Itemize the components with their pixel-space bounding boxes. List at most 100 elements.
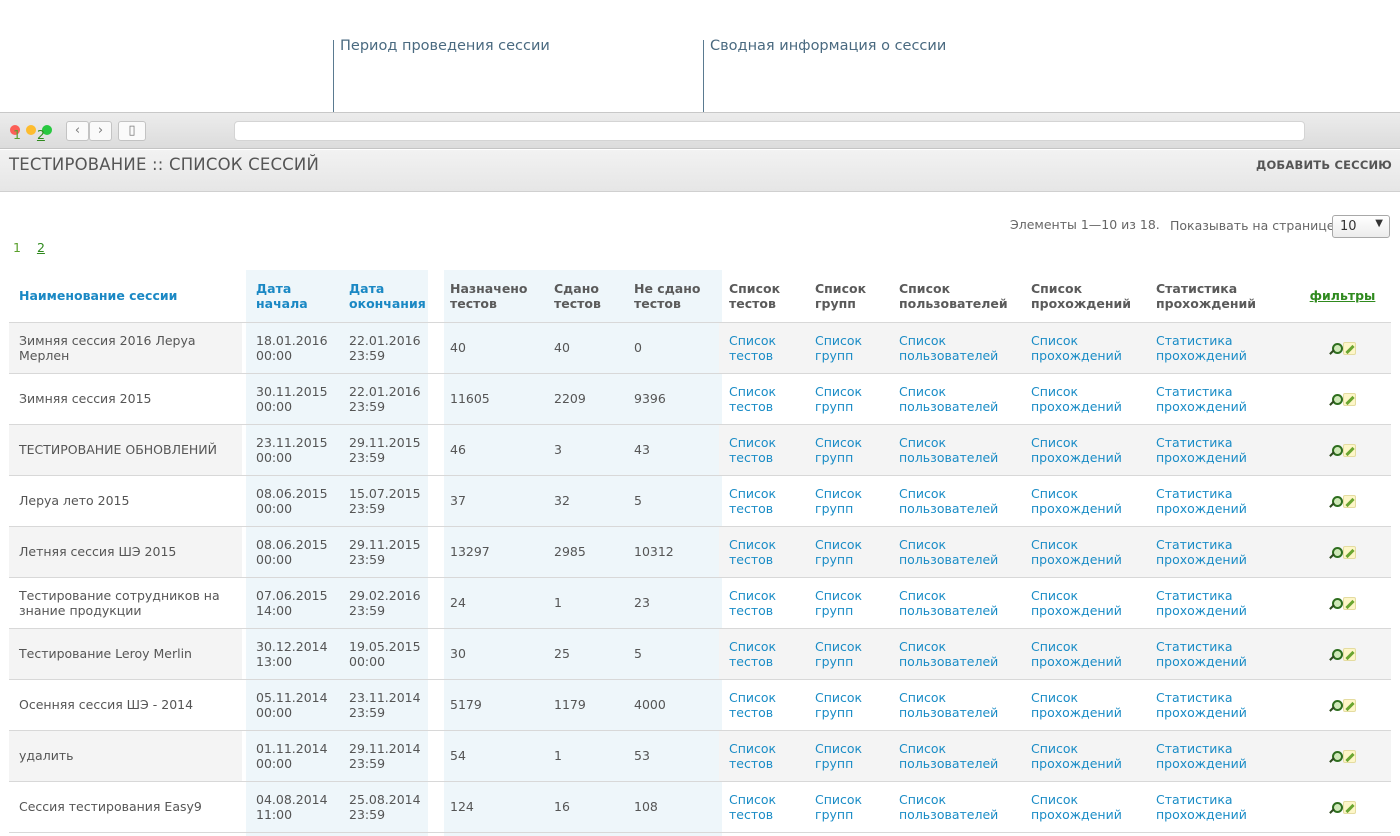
edit-icon[interactable] (1343, 495, 1356, 508)
users-link[interactable]: Список пользователей (889, 424, 1021, 476)
search-icon[interactable] (1329, 444, 1343, 457)
search-icon[interactable] (1329, 495, 1343, 508)
search-icon[interactable] (1329, 801, 1343, 814)
attempts-link[interactable]: Список прохождений (1021, 577, 1146, 629)
edit-icon[interactable] (1343, 597, 1356, 610)
close-window-button[interactable] (10, 125, 20, 135)
row-actions (1294, 424, 1391, 476)
per-page-select[interactable]: 10 ▼ (1332, 215, 1390, 238)
back-button[interactable]: ‹ (66, 121, 89, 141)
tests-link[interactable]: Список тестов (719, 526, 805, 578)
attempts-link[interactable]: Список прохождений (1021, 781, 1146, 833)
search-icon[interactable] (1329, 546, 1343, 559)
stats-link[interactable]: Статистика прохождений (1146, 628, 1294, 680)
stats-link[interactable]: Статистика прохождений (1146, 730, 1294, 782)
groups-link[interactable]: Список групп (805, 679, 889, 731)
stats-link[interactable]: Статистика прохождений (1146, 526, 1294, 578)
users-link[interactable]: Список пользователей (889, 373, 1021, 425)
forward-button[interactable]: › (89, 121, 112, 141)
sidebar-toggle-button[interactable]: ▯ (118, 121, 146, 141)
groups-link[interactable]: Список групп (805, 373, 889, 425)
stats-link[interactable]: Статистика прохождений (1146, 424, 1294, 476)
edit-icon[interactable] (1343, 648, 1356, 661)
session-name: Осенняя сессия ШЭ - 2014 (9, 679, 242, 731)
tests-link[interactable]: Список тестов (719, 730, 805, 782)
stats-link[interactable]: Статистика прохождений (1146, 679, 1294, 731)
search-icon[interactable] (1329, 342, 1343, 355)
users-link[interactable]: Список пользователей (889, 628, 1021, 680)
stats-link[interactable]: Статистика прохождений (1146, 781, 1294, 833)
attempts-link[interactable]: Список прохождений (1021, 322, 1146, 374)
attempts-link[interactable]: Список прохождений (1021, 424, 1146, 476)
stats-link[interactable]: Статистика прохождений (1146, 577, 1294, 629)
row-actions (1294, 628, 1391, 680)
col-start-header[interactable]: Дата начала (242, 270, 339, 323)
tests-link[interactable]: Список тестов (719, 628, 805, 680)
tests-link[interactable]: Список тестов (719, 781, 805, 833)
users-link[interactable]: Список пользователей (889, 730, 1021, 782)
col-name-header[interactable]: Наименование сессии (9, 270, 242, 323)
col-end-header[interactable]: Дата окончания (339, 270, 429, 323)
edit-icon[interactable] (1343, 750, 1356, 763)
search-icon[interactable] (1329, 393, 1343, 406)
tests-link[interactable]: Список тестов (719, 577, 805, 629)
users-link[interactable]: Список пользователей (889, 475, 1021, 527)
assigned-count: 30 (440, 628, 544, 680)
tests-link[interactable]: Список тестов (719, 322, 805, 374)
attempts-link[interactable]: Список прохождений (1021, 526, 1146, 578)
minimize-window-button[interactable] (26, 125, 36, 135)
groups-link[interactable]: Список групп (805, 475, 889, 527)
groups-link[interactable]: Список групп (805, 730, 889, 782)
attempts-link[interactable]: Список прохождений (1021, 373, 1146, 425)
search-icon[interactable] (1329, 699, 1343, 712)
edit-icon[interactable] (1343, 699, 1356, 712)
edit-icon[interactable] (1343, 801, 1356, 814)
users-link[interactable]: Список пользователей (889, 526, 1021, 578)
address-bar[interactable] (234, 121, 1305, 141)
page-link-next[interactable]: 2 (36, 240, 45, 255)
users-link[interactable]: Список пользователей (889, 679, 1021, 731)
users-link[interactable]: Список пользователей (889, 577, 1021, 629)
users-link[interactable]: Список пользователей (889, 322, 1021, 374)
edit-icon[interactable] (1343, 444, 1356, 457)
attempts-link[interactable]: Список прохождений (1021, 628, 1146, 680)
tests-link[interactable]: Список тестов (719, 475, 805, 527)
row-gap (429, 730, 440, 782)
edit-icon[interactable] (1343, 393, 1356, 406)
row-actions (1294, 781, 1391, 833)
attempts-link[interactable]: Список прохождений (1021, 475, 1146, 527)
failed-count: 53 (624, 730, 719, 782)
search-icon[interactable] (1329, 750, 1343, 763)
search-icon[interactable] (1329, 648, 1343, 661)
end-date: 29.11.2015 23:59 (339, 526, 429, 578)
groups-link[interactable]: Список групп (805, 424, 889, 476)
add-session-button[interactable]: ДОБАВИТЬ СЕССИЮ (1256, 158, 1392, 172)
failed-count: 10312 (624, 526, 719, 578)
users-link[interactable]: Список пользователей (889, 781, 1021, 833)
tests-link[interactable]: Список тестов (719, 373, 805, 425)
groups-link[interactable]: Список групп (805, 526, 889, 578)
groups-link[interactable]: Список групп (805, 781, 889, 833)
col-assigned-header: Назначено тестов (440, 270, 544, 323)
table-row: Осенняя сессия ШЭ - 2014 05.11.2014 00:00… (9, 679, 1391, 731)
stats-link[interactable]: Статистика прохождений (1146, 475, 1294, 527)
page-link-2[interactable]: 2 (36, 127, 45, 142)
table-row: Сессия тестирования Easy9 04.08.2014 11:0… (9, 781, 1391, 833)
stats-link[interactable]: Статистика прохождений (1146, 322, 1294, 374)
passed-count: 40 (544, 322, 624, 374)
groups-link[interactable]: Список групп (805, 577, 889, 629)
tests-link[interactable]: Список тестов (719, 679, 805, 731)
edit-icon[interactable] (1343, 546, 1356, 559)
groups-link[interactable]: Список групп (805, 322, 889, 374)
edit-icon[interactable] (1343, 342, 1356, 355)
attempts-link[interactable]: Список прохождений (1021, 730, 1146, 782)
search-icon[interactable] (1329, 597, 1343, 610)
tests-link[interactable]: Список тестов (719, 424, 805, 476)
groups-link[interactable]: Список групп (805, 628, 889, 680)
zoom-window-button[interactable] (42, 125, 52, 135)
row-actions (1294, 679, 1391, 731)
stats-link[interactable]: Статистика прохождений (1146, 373, 1294, 425)
filters-link[interactable]: фильтры (1294, 270, 1391, 323)
passed-count: 32 (544, 475, 624, 527)
attempts-link[interactable]: Список прохождений (1021, 679, 1146, 731)
